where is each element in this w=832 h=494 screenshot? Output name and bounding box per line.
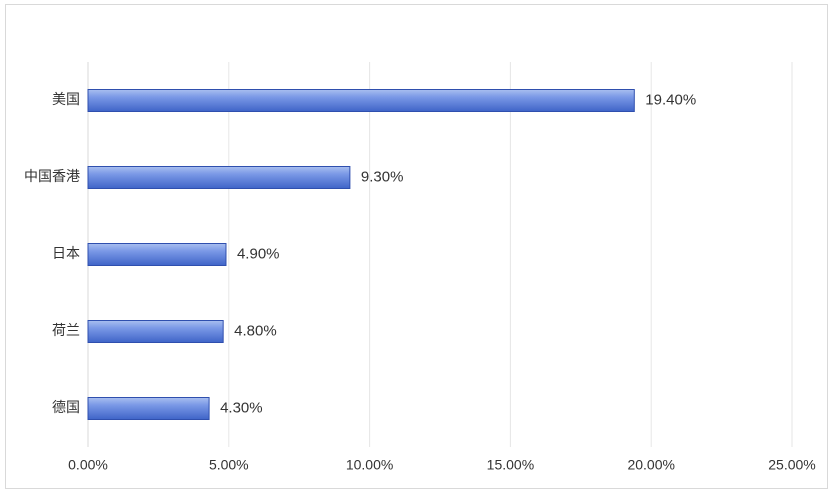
bar [87, 89, 635, 112]
bar [87, 166, 351, 189]
value-label: 4.80% [234, 322, 277, 339]
y-tick-label: 中国香港 [24, 168, 80, 184]
bar [87, 243, 227, 266]
bar [87, 320, 224, 343]
value-label: 19.40% [645, 91, 696, 108]
value-label: 9.30% [361, 168, 404, 185]
y-tick-label: 美国 [52, 91, 80, 107]
x-tick-label: 25.00% [768, 457, 815, 473]
x-tick-label: 20.00% [627, 457, 674, 473]
value-label: 4.30% [220, 399, 263, 416]
bar [87, 397, 210, 420]
x-tick-label: 5.00% [209, 457, 249, 473]
y-tick-label: 德国 [52, 399, 80, 415]
x-tick-label: 15.00% [487, 457, 534, 473]
y-tick-label: 日本 [52, 245, 80, 261]
x-tick-label: 10.00% [346, 457, 393, 473]
value-label: 4.90% [237, 245, 280, 262]
y-tick-label: 荷兰 [52, 322, 80, 338]
x-tick-label: 0.00% [68, 457, 108, 473]
